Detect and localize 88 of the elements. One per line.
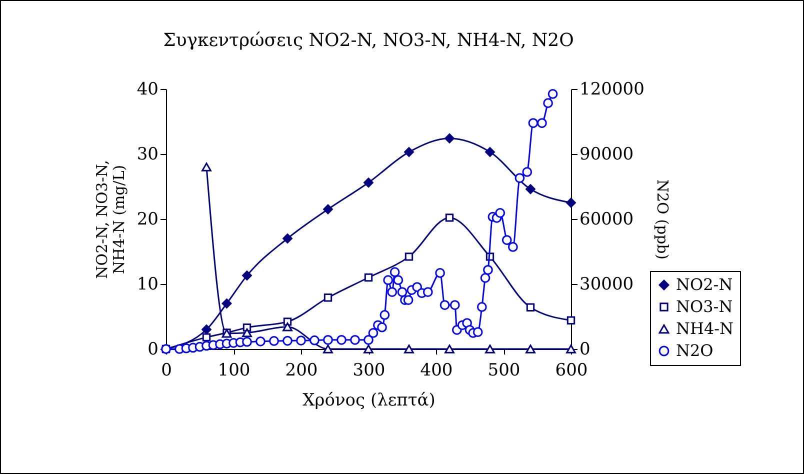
point <box>202 333 211 342</box>
legend-label: NO2-N <box>676 275 733 294</box>
point <box>435 268 445 278</box>
x-tick-label: 0 <box>161 360 172 380</box>
x-tick-label: 600 <box>555 360 588 380</box>
point <box>364 273 373 282</box>
point <box>404 344 414 354</box>
point <box>380 310 390 320</box>
point <box>242 270 252 280</box>
point <box>483 264 493 275</box>
legend-label: N2O <box>676 341 714 360</box>
chart-title: Συγκεντρώσεις NO2-N, NO3-N, NH4-N, N2O <box>163 30 574 51</box>
point <box>450 300 460 310</box>
y-tick-label: 40 <box>136 80 158 100</box>
point <box>526 303 535 312</box>
point <box>404 252 414 261</box>
point <box>364 178 374 188</box>
point <box>440 300 450 310</box>
point <box>543 98 553 108</box>
x-tick-label: 100 <box>218 360 250 380</box>
point <box>323 204 333 214</box>
point <box>364 334 374 345</box>
point <box>522 167 532 177</box>
x-tick-label: 400 <box>420 360 453 380</box>
x-axis-title: Χρόνος (λεπτά) <box>302 390 436 410</box>
point <box>485 147 495 157</box>
point <box>444 133 454 144</box>
point <box>502 235 512 245</box>
legend-label: NO3-N <box>676 297 733 316</box>
point <box>282 234 292 244</box>
point <box>393 275 404 286</box>
point <box>269 336 279 346</box>
point <box>528 118 538 128</box>
point <box>476 302 487 312</box>
point <box>445 214 454 222</box>
point <box>397 287 408 297</box>
point <box>387 287 398 297</box>
point <box>566 316 576 324</box>
point <box>368 328 378 338</box>
point <box>495 208 506 218</box>
x-tick-label: 500 <box>488 360 520 380</box>
point <box>336 334 346 345</box>
point <box>485 344 495 354</box>
legend-label: NH4-N <box>676 319 734 338</box>
point <box>526 344 536 354</box>
point <box>444 344 454 354</box>
point <box>364 344 374 354</box>
y-tick-label: 30 <box>136 144 158 164</box>
point <box>403 295 414 305</box>
point <box>404 147 414 157</box>
x-tick-label: 300 <box>352 360 386 380</box>
point <box>222 298 232 308</box>
point <box>480 273 490 283</box>
point <box>242 328 252 338</box>
point <box>296 336 306 346</box>
point <box>350 334 360 345</box>
point <box>508 242 518 252</box>
point <box>537 118 547 128</box>
point <box>526 184 536 194</box>
point <box>377 322 387 332</box>
point <box>422 287 433 297</box>
point <box>202 324 212 334</box>
point <box>566 198 576 208</box>
x-tick-label: 200 <box>285 360 318 380</box>
y-tick-label: 20 <box>136 210 158 230</box>
point <box>256 336 266 346</box>
y2-tick-label: 120000 <box>580 80 644 100</box>
y2-tick-label: 90000 <box>580 144 634 164</box>
point <box>282 336 292 346</box>
point <box>383 275 394 286</box>
y2-axis-title: N2O (ppb) <box>653 179 672 260</box>
point <box>242 336 252 347</box>
point <box>472 327 483 338</box>
y2-tick-label: 60000 <box>580 210 634 230</box>
y-tick-label: 10 <box>136 274 158 294</box>
point <box>514 173 525 183</box>
point <box>548 89 558 99</box>
point <box>323 334 333 345</box>
y2-tick-label: 0 <box>580 340 590 360</box>
y-tick-label: 0 <box>148 340 158 360</box>
point <box>310 335 320 346</box>
y-axis-title: NO2-N, NO3-N, NH4-N (mg/L) <box>92 160 128 279</box>
point <box>202 162 212 172</box>
point <box>390 267 400 278</box>
point <box>324 294 332 302</box>
point <box>323 344 333 354</box>
point <box>282 322 292 332</box>
y2-tick-label: 30000 <box>580 274 634 294</box>
